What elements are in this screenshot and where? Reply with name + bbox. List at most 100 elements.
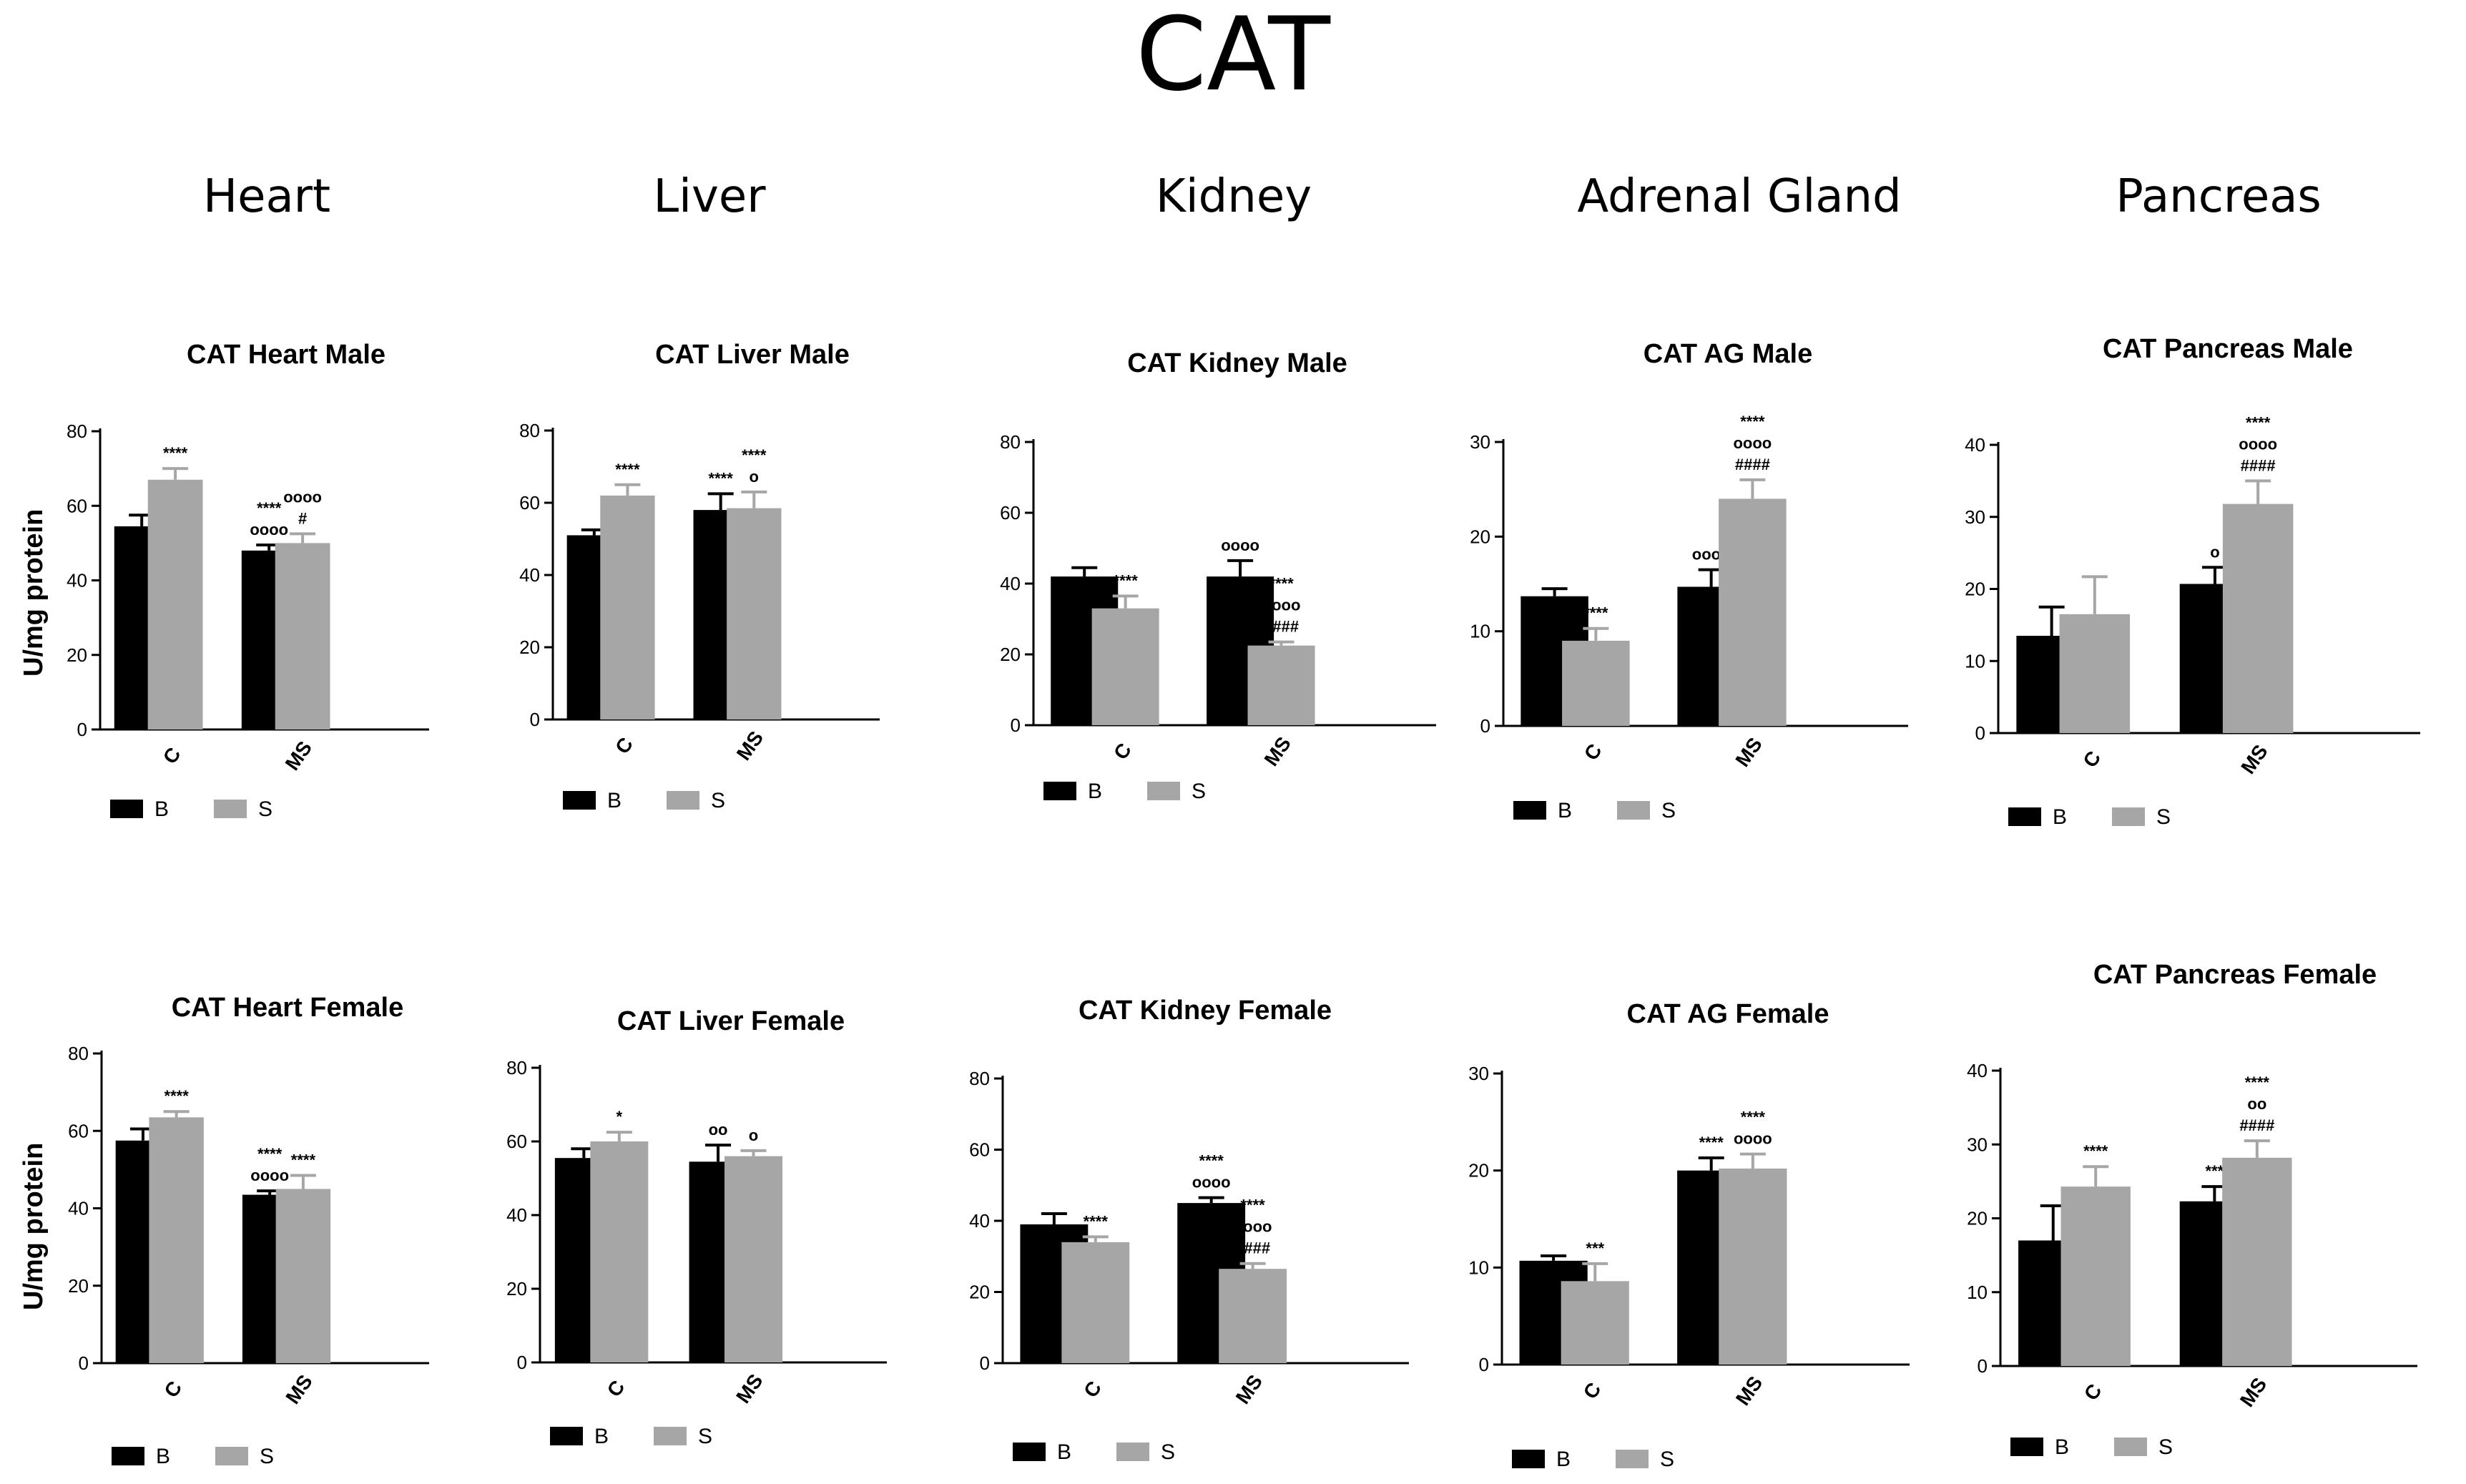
- chart3-significance-label: oooo: [1221, 536, 1259, 554]
- chart6-legend-label-B: B: [156, 1445, 170, 1468]
- chart10-legend-label-B: B: [2055, 1435, 2069, 1459]
- chart3-bar-S-MS: [1247, 645, 1315, 725]
- chart8-title: CAT Kidney Female: [1079, 996, 1332, 1026]
- chart6-significance-label: ****: [257, 1145, 283, 1163]
- chart2-significance-label: ****: [709, 469, 734, 487]
- chart3-x-tick-label: C: [1109, 739, 1136, 763]
- chart9-significance-label: ****: [1741, 1109, 1766, 1126]
- chart5-legend-label-B: B: [2053, 805, 2067, 829]
- chart4-bar-S-MS: [1719, 498, 1787, 726]
- chart2-y-tick-label: 80: [519, 420, 540, 441]
- chart9-title: CAT AG Female: [1627, 999, 1829, 1029]
- organ-heading-adrenal-gland: Adrenal Gland: [1577, 170, 1902, 223]
- chart2-x-tick-label: MS: [732, 727, 767, 764]
- chart8-x-tick-label: MS: [1232, 1370, 1267, 1407]
- chart6-y-tick-label: 60: [68, 1120, 89, 1141]
- chart6-legend-swatch-B: [112, 1447, 144, 1465]
- chart8-significance-label: ****: [1084, 1212, 1109, 1230]
- chart8-significance-label: ****: [1240, 1196, 1265, 1214]
- chart6-legend-label-S: S: [260, 1445, 274, 1468]
- chart4-legend-swatch-B: [1513, 801, 1546, 820]
- chart7-y-tick-label: 20: [506, 1278, 527, 1299]
- chart5-y-tick-label: 0: [1975, 722, 1985, 744]
- organ-heading-liver: Liver: [653, 170, 766, 223]
- chart5-x-tick-label: MS: [2236, 740, 2271, 777]
- chart3-legend-swatch-B: [1043, 782, 1076, 800]
- chart5-y-tick-label: 40: [1965, 434, 1985, 456]
- chart4-bar-S-C: [1562, 640, 1630, 726]
- chart9-legend-label-B: B: [1556, 1448, 1571, 1471]
- chart3-legend-label-S: S: [1192, 780, 1206, 803]
- chart4-y-tick-label: 20: [1470, 526, 1490, 547]
- chart3-y-tick-label: 80: [1000, 431, 1021, 453]
- chart5-legend-label-S: S: [2156, 805, 2171, 829]
- chart8-y-tick-label: 60: [969, 1139, 990, 1161]
- chart9-y-tick-label: 30: [1468, 1063, 1489, 1084]
- chart9-significance-label: ***: [1586, 1239, 1604, 1257]
- chart9-y-tick-label: 20: [1468, 1160, 1489, 1181]
- chart7-significance-label: o: [749, 1126, 758, 1144]
- chart5-significance-label: oooo: [2239, 435, 2277, 453]
- chart5-y-tick-label: 10: [1965, 650, 1985, 672]
- chart6-bar-S-MS: [275, 1189, 331, 1363]
- chart5-y-tick-label: 20: [1965, 579, 1985, 600]
- chart6-y-tick-label: 80: [68, 1043, 89, 1064]
- organ-heading-kidney: Kidney: [1155, 170, 1312, 223]
- chart9-legend-swatch-S: [1616, 1450, 1649, 1468]
- chart6-y-tick-label: 0: [79, 1352, 89, 1374]
- chart2-y-tick-label: 40: [519, 564, 540, 586]
- chart8-y-tick-label: 40: [969, 1210, 990, 1232]
- chart10-y-tick-label: 30: [1967, 1134, 1988, 1155]
- chart1-significance-label: oooo: [250, 521, 288, 539]
- chart8-legend-swatch-B: [1013, 1443, 1046, 1461]
- chart4-significance-label: ****: [1583, 604, 1608, 622]
- chart3-legend-label-B: B: [1088, 780, 1102, 803]
- chart1-y-tick-label: 40: [67, 570, 87, 591]
- chart10-legend-swatch-S: [2114, 1438, 2147, 1456]
- chart10-y-tick-label: 40: [1967, 1060, 1988, 1081]
- chart10-x-tick-label: MS: [2236, 1373, 2271, 1410]
- chart2-significance-label: o: [750, 468, 759, 486]
- chart3-significance-label: ****: [1269, 575, 1294, 593]
- chart1-bar-S-MS: [275, 543, 330, 729]
- chart6-significance-label: ****: [164, 1087, 190, 1105]
- chart7-bar-S-MS: [724, 1156, 783, 1362]
- chart9-bar-S-C: [1561, 1281, 1629, 1365]
- chart6-significance-label: ****: [291, 1151, 316, 1169]
- chart10-significance-label: oo: [2247, 1095, 2266, 1113]
- chart8-bar-S-MS: [1219, 1269, 1287, 1363]
- chart10-legend-swatch-B: [2010, 1438, 2043, 1456]
- chart10-x-tick-label: C: [2080, 1380, 2106, 1404]
- chart1-significance-label: ****: [163, 444, 188, 462]
- chart9-legend-label-S: S: [1660, 1448, 1674, 1471]
- chart9-x-tick-label: MS: [1731, 1372, 1767, 1409]
- chart1-bar-S-C: [147, 479, 203, 729]
- chart7-legend-label-B: B: [594, 1425, 609, 1448]
- chart7-x-tick-label: MS: [732, 1370, 767, 1407]
- chart1-legend-swatch-S: [214, 800, 247, 818]
- chart7-legend-label-S: S: [698, 1425, 712, 1448]
- chart1-legend-label-S: S: [258, 797, 272, 821]
- chart4-x-tick-label: MS: [1731, 733, 1766, 770]
- chart1-y-tick-label: 20: [67, 644, 87, 666]
- chart10-y-tick-label: 10: [1967, 1282, 1988, 1303]
- chart1-title: CAT Heart Male: [187, 340, 385, 370]
- chart3-legend-swatch-S: [1147, 782, 1180, 800]
- chart8-legend-label-S: S: [1161, 1440, 1175, 1464]
- chart2-legend-swatch-S: [667, 791, 699, 810]
- chart2-bar-S-C: [600, 495, 655, 719]
- chart1-x-tick-label: MS: [281, 737, 316, 774]
- chart5-significance-label: ****: [2246, 413, 2271, 431]
- chart1-significance-label: #: [298, 509, 307, 527]
- chart1-significance-label: ****: [257, 499, 282, 517]
- chart5-x-tick-label: C: [2078, 747, 2105, 771]
- chart1-y-tick-label: 80: [67, 421, 87, 442]
- chart2-y-tick-label: 60: [519, 492, 540, 513]
- chart5-significance-label: ####: [2241, 456, 2276, 474]
- chart8-y-tick-label: 0: [980, 1352, 990, 1374]
- chart4-significance-label: oooo: [1733, 434, 1772, 452]
- chart6-x-tick-label: C: [159, 1377, 186, 1401]
- chart2-x-tick-label: C: [611, 733, 637, 757]
- chart10-significance-label: ****: [2083, 1142, 2108, 1160]
- chart4-significance-label: ####: [1735, 456, 1770, 473]
